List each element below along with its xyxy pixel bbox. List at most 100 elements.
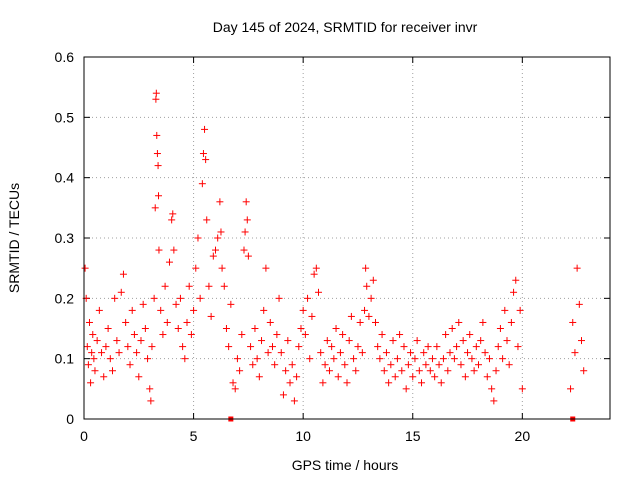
data-point [319,379,327,387]
data-point [198,180,206,188]
data-point [100,373,108,381]
data-point [89,331,97,339]
data-point [350,355,358,363]
data-point [466,331,474,339]
data-point [268,343,276,351]
data-point [155,246,163,254]
data-point [301,331,309,339]
data-points [81,89,588,422]
data-point [376,355,384,363]
data-point [435,361,443,369]
data-point [282,367,290,375]
data-point [170,246,178,254]
data-point [507,318,515,326]
data-point [165,258,173,266]
data-point [468,355,476,363]
data-point [212,246,219,254]
data-point [258,337,266,345]
data-point [315,288,323,296]
data-point [207,312,215,320]
data-point [249,361,257,369]
data-point [490,397,498,405]
data-point [393,355,401,363]
data-point [220,282,228,290]
data-point [218,264,226,272]
data-point [479,318,487,326]
data-point [290,397,298,405]
data-point [148,343,156,351]
data-point [141,325,149,332]
data-point [151,204,159,212]
data-point [317,349,325,357]
data-point [496,325,504,332]
axis-ticks: 0 0.1 0.2 0.3 0.4 0.5 0.6 0 5 10 15 20 [55,49,610,444]
data-point [152,95,160,103]
x-tick-label: 10 [295,428,311,444]
data-point [229,379,237,387]
data-point [130,331,138,339]
data-point [231,385,239,393]
data-point [277,349,285,357]
data-point [367,294,375,302]
data-point [503,337,511,345]
data-point [133,349,141,357]
data-point [385,379,393,387]
data-point [192,264,200,272]
data-point [240,246,248,254]
data-point [418,379,426,387]
data-point [128,306,136,314]
data-point [371,318,379,326]
data-point [176,294,184,302]
data-point [205,282,213,290]
data-point [126,361,134,369]
data-point [382,349,390,357]
data-point [150,294,158,302]
data-point [330,355,338,363]
data-point [238,331,246,339]
data-point [190,306,198,314]
data-point [404,361,412,369]
data-point [253,355,261,363]
y-tick-label: 0.4 [55,170,75,186]
data-point [266,318,274,326]
y-tick-label: 0 [66,411,74,427]
data-point [516,306,524,314]
data-point [356,318,364,326]
data-point [275,294,283,302]
data-point [396,331,404,339]
data-point [400,343,408,351]
data-point [481,349,489,357]
x-axis-label: GPS time / hours [292,457,399,473]
x-tick-label: 5 [190,428,198,444]
data-point [442,331,450,339]
data-point [391,373,399,381]
x-tick-label: 20 [515,428,531,444]
data-point [580,367,588,375]
data-point [87,379,95,387]
data-point [95,306,103,314]
data-point [407,349,415,357]
data-point [271,361,279,369]
data-point [247,343,255,351]
data-point [428,355,436,363]
data-point [411,355,419,363]
data-point [573,264,581,272]
data-point [233,355,241,363]
data-point [369,276,377,284]
data-point [288,361,296,369]
data-point [154,162,162,170]
data-point [260,306,268,314]
data-point [279,391,287,399]
data-point [214,234,222,242]
data-point [251,325,259,332]
data-point [308,312,316,320]
data-point [174,325,182,332]
data-point [199,150,207,158]
data-point [81,264,89,272]
data-point [222,325,230,332]
data-point [297,325,305,332]
data-point [135,373,143,381]
data-point [106,355,114,363]
data-point [415,367,423,375]
